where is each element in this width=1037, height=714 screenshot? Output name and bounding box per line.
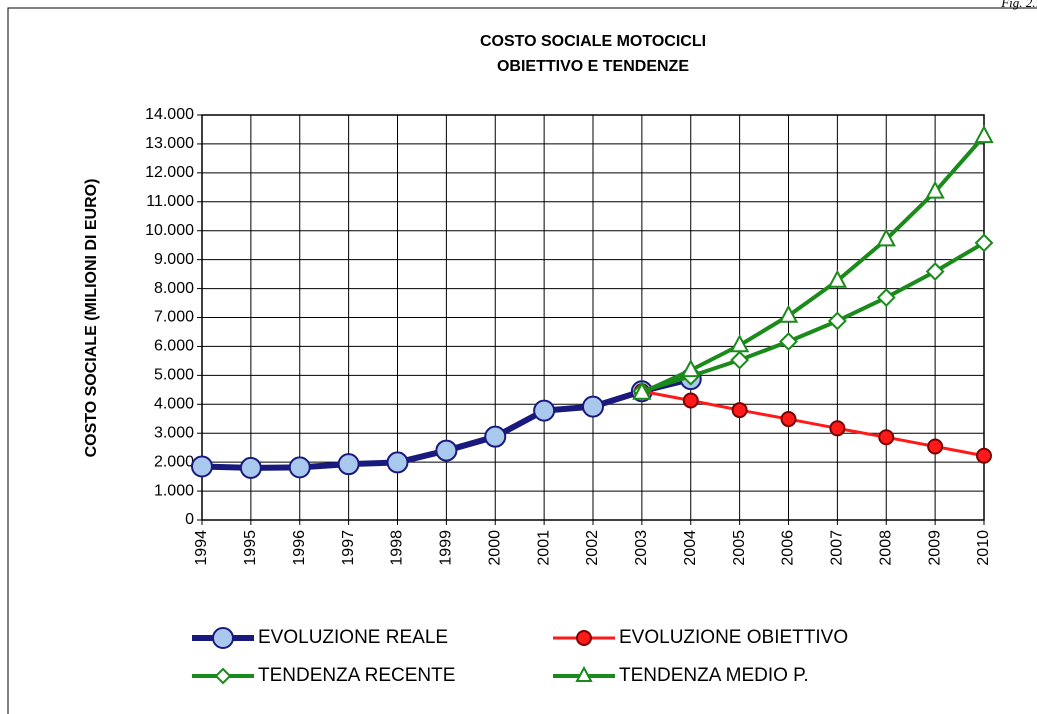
figure-label: Fig. 2.7 bbox=[1000, 0, 1037, 10]
y-tick-label: 3.000 bbox=[154, 424, 194, 441]
data-point bbox=[827, 269, 848, 288]
y-tick-label: 8.000 bbox=[154, 280, 194, 297]
x-tick-label: 1994 bbox=[193, 530, 210, 566]
y-tick-label: 7.000 bbox=[154, 309, 194, 326]
y-tick-label: 5.000 bbox=[154, 367, 194, 384]
x-tick-label: 2008 bbox=[877, 530, 894, 566]
y-tick-label: 12.000 bbox=[145, 164, 194, 181]
series-line bbox=[641, 134, 986, 395]
data-point bbox=[976, 447, 992, 464]
data-point bbox=[337, 453, 360, 476]
x-tick-label: 2003 bbox=[633, 530, 650, 566]
legend-label: EVOLUZIONE REALE bbox=[258, 627, 448, 648]
data-point bbox=[974, 233, 994, 253]
data-point bbox=[239, 456, 262, 479]
chart-title: COSTO SOCIALE MOTOCICLI bbox=[480, 33, 706, 50]
y-tick-label: 11.000 bbox=[146, 193, 194, 210]
x-tick-label: 1995 bbox=[242, 530, 259, 566]
x-tick-label: 2010 bbox=[975, 530, 992, 566]
y-axis-label: COSTO SOCIALE (MILIONI DI EURO) bbox=[83, 179, 100, 458]
data-point bbox=[386, 451, 409, 474]
x-tick-label: 1996 bbox=[291, 530, 308, 566]
x-tick-label: 1999 bbox=[438, 530, 455, 566]
data-point bbox=[435, 439, 458, 462]
y-tick-label: 9.000 bbox=[154, 251, 194, 268]
data-point bbox=[778, 304, 799, 323]
data-point bbox=[876, 228, 896, 247]
x-tick-label: 1998 bbox=[389, 530, 406, 566]
data-point bbox=[927, 438, 944, 455]
x-tick-label: 2000 bbox=[486, 530, 503, 566]
x-tick-label: 2006 bbox=[780, 530, 797, 566]
legend-marker bbox=[212, 627, 234, 649]
y-tick-label: 10.000 bbox=[145, 222, 194, 239]
data-point bbox=[925, 180, 945, 199]
chart-frame bbox=[7, 7, 1037, 714]
data-point bbox=[484, 425, 507, 448]
y-tick-label: 1.000 bbox=[154, 482, 194, 499]
data-point bbox=[779, 332, 798, 351]
legend-marker bbox=[576, 630, 592, 646]
legend-marker bbox=[214, 667, 232, 685]
data-point bbox=[730, 350, 750, 370]
data-point bbox=[731, 402, 748, 419]
series-line bbox=[641, 241, 986, 394]
x-tick-label: 2007 bbox=[829, 530, 846, 566]
data-point bbox=[925, 262, 945, 281]
y-tick-label: 13.000 bbox=[145, 135, 194, 152]
y-tick-label: 0 bbox=[185, 511, 194, 528]
y-tick-label: 6.000 bbox=[154, 338, 194, 355]
legend-marker bbox=[575, 665, 593, 682]
data-point bbox=[533, 399, 556, 422]
x-tick-label: 2001 bbox=[535, 530, 552, 566]
x-tick-label: 2009 bbox=[926, 530, 943, 566]
y-tick-label: 2.000 bbox=[154, 453, 194, 470]
y-tick-label: 4.000 bbox=[154, 396, 194, 413]
data-point bbox=[191, 455, 213, 478]
data-point bbox=[878, 429, 895, 446]
chart-title: OBIETTIVO E TENDENZE bbox=[497, 58, 689, 75]
legend-label: TENDENZA RECENTE bbox=[258, 665, 455, 686]
series-line bbox=[641, 389, 985, 458]
data-point bbox=[682, 392, 699, 409]
data-point bbox=[288, 456, 311, 479]
legend-label: TENDENZA MEDIO P. bbox=[619, 665, 809, 686]
data-point bbox=[729, 334, 750, 353]
data-point bbox=[829, 420, 846, 437]
x-tick-label: 2002 bbox=[584, 530, 601, 566]
x-tick-label: 2005 bbox=[731, 530, 748, 566]
x-tick-label: 2004 bbox=[682, 530, 699, 566]
data-point bbox=[582, 395, 604, 418]
data-point bbox=[827, 311, 847, 331]
data-point bbox=[780, 411, 797, 428]
y-tick-label: 14.000 bbox=[145, 106, 194, 123]
data-point bbox=[632, 381, 652, 400]
legend-label: EVOLUZIONE OBIETTIVO bbox=[619, 627, 848, 648]
data-point bbox=[681, 359, 701, 378]
data-point bbox=[876, 288, 896, 307]
x-tick-label: 1997 bbox=[340, 530, 357, 566]
plot-area bbox=[201, 114, 985, 521]
data-point bbox=[974, 124, 994, 144]
